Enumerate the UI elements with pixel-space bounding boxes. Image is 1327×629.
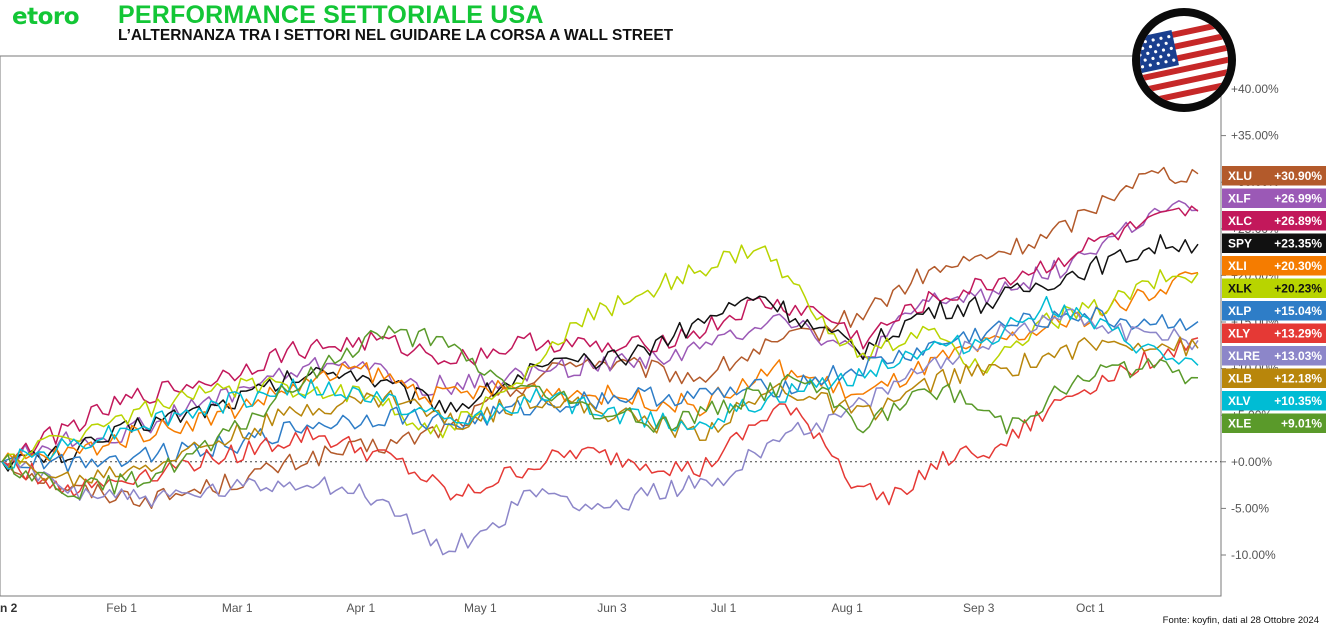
legend-value: +10.35% bbox=[1274, 394, 1322, 408]
legend-name: XLV bbox=[1228, 394, 1250, 408]
chart-title: PERFORMANCE SETTORIALE USA bbox=[118, 1, 544, 29]
legend-value: +12.18% bbox=[1274, 372, 1322, 386]
series-line-xlb bbox=[1, 336, 1199, 488]
series-line-xlp bbox=[1, 306, 1199, 473]
legend-value: +13.29% bbox=[1274, 327, 1322, 341]
chart-subtitle: L’ALTERNANZA TRA I SETTORI NEL GUIDARE L… bbox=[118, 27, 674, 44]
legend-name: XLP bbox=[1228, 304, 1251, 318]
legend-name: XLF bbox=[1228, 192, 1251, 206]
legend-value: +26.99% bbox=[1274, 192, 1322, 206]
legend-name: XLY bbox=[1228, 327, 1250, 341]
x-tick-label: Sep 3 bbox=[963, 601, 995, 615]
legend-name: XLE bbox=[1228, 417, 1251, 431]
x-tick-label: Aug 1 bbox=[831, 601, 863, 615]
legend-badge-xlk bbox=[1222, 278, 1326, 298]
x-tick-label: Feb 1 bbox=[106, 601, 137, 615]
legend-value: +20.23% bbox=[1274, 282, 1322, 296]
y-tick-label: +40.00% bbox=[1231, 82, 1279, 96]
legend-value: +30.90% bbox=[1274, 169, 1322, 183]
legend-name: XLK bbox=[1228, 282, 1252, 296]
x-tick-label: Jan 2 bbox=[0, 601, 18, 615]
legend: XLU +30.90% XLF +26.99% XLC +26.89% SPY +23.35%… bbox=[1222, 166, 1326, 433]
x-tick-label: May 1 bbox=[464, 601, 497, 615]
legend-badge-xlc bbox=[1222, 211, 1326, 231]
legend-value: +26.89% bbox=[1274, 214, 1322, 228]
source-note: Fonte: koyfin, dati al 28 Ottobre 2024 bbox=[1162, 615, 1319, 626]
x-tick-label: Jul 1 bbox=[711, 601, 737, 615]
legend-value: +23.35% bbox=[1274, 237, 1322, 251]
y-tick-label: -5.00% bbox=[1231, 501, 1269, 515]
legend-badge-xlf bbox=[1222, 188, 1326, 208]
etoro-logo: etoro bbox=[12, 4, 80, 30]
legend-name: SPY bbox=[1228, 237, 1252, 251]
legend-badge-xle bbox=[1222, 413, 1326, 433]
series-line-xlv bbox=[1, 295, 1199, 470]
legend-badge-xli bbox=[1222, 256, 1326, 276]
legend-badge-xlp bbox=[1222, 301, 1326, 321]
series-line-xly bbox=[1, 337, 1199, 506]
y-tick-label: +0.00% bbox=[1231, 455, 1272, 469]
legend-badge-spy bbox=[1222, 233, 1326, 253]
legend-name: XLC bbox=[1228, 214, 1252, 228]
y-axis: +40.00%+35.00%+30.00%+25.00%+20.00%+15.0… bbox=[1221, 82, 1279, 562]
x-axis: Jan 2 Feb 1 Mar 1 Apr 1 May 1 Jun 3 Jul 1 Aug 1… bbox=[0, 601, 1105, 615]
legend-value: +20.30% bbox=[1274, 259, 1322, 273]
series-line-xlk bbox=[1, 244, 1199, 465]
series-line-xlu bbox=[1, 166, 1199, 509]
legend-badge-xlb bbox=[1222, 368, 1326, 388]
legend-value: +15.04% bbox=[1274, 304, 1322, 318]
x-tick-label: Mar 1 bbox=[222, 601, 253, 615]
y-tick-label: -10.00% bbox=[1231, 548, 1276, 562]
legend-name: XLRE bbox=[1228, 349, 1260, 363]
series-line-xlc bbox=[1, 205, 1199, 467]
legend-badge-xly bbox=[1222, 323, 1326, 343]
series-lines bbox=[1, 166, 1199, 556]
legend-name: XLI bbox=[1228, 259, 1247, 273]
legend-value: +13.03% bbox=[1274, 349, 1322, 363]
legend-value: +9.01% bbox=[1281, 417, 1322, 431]
legend-badge-xlu bbox=[1222, 166, 1326, 186]
legend-badge-xlre bbox=[1222, 346, 1326, 366]
legend-name: XLU bbox=[1228, 169, 1252, 183]
legend-name: XLB bbox=[1228, 372, 1252, 386]
x-tick-label: Jun 3 bbox=[597, 601, 627, 615]
legend-badge-xlv bbox=[1222, 391, 1326, 411]
y-tick-label: +35.00% bbox=[1231, 129, 1279, 143]
x-tick-label: Oct 1 bbox=[1076, 601, 1105, 615]
x-tick-label: Apr 1 bbox=[346, 601, 375, 615]
usa-flag-icon bbox=[1132, 8, 1236, 112]
series-line-xlre bbox=[1, 308, 1199, 556]
series-line-xle bbox=[1, 325, 1199, 500]
